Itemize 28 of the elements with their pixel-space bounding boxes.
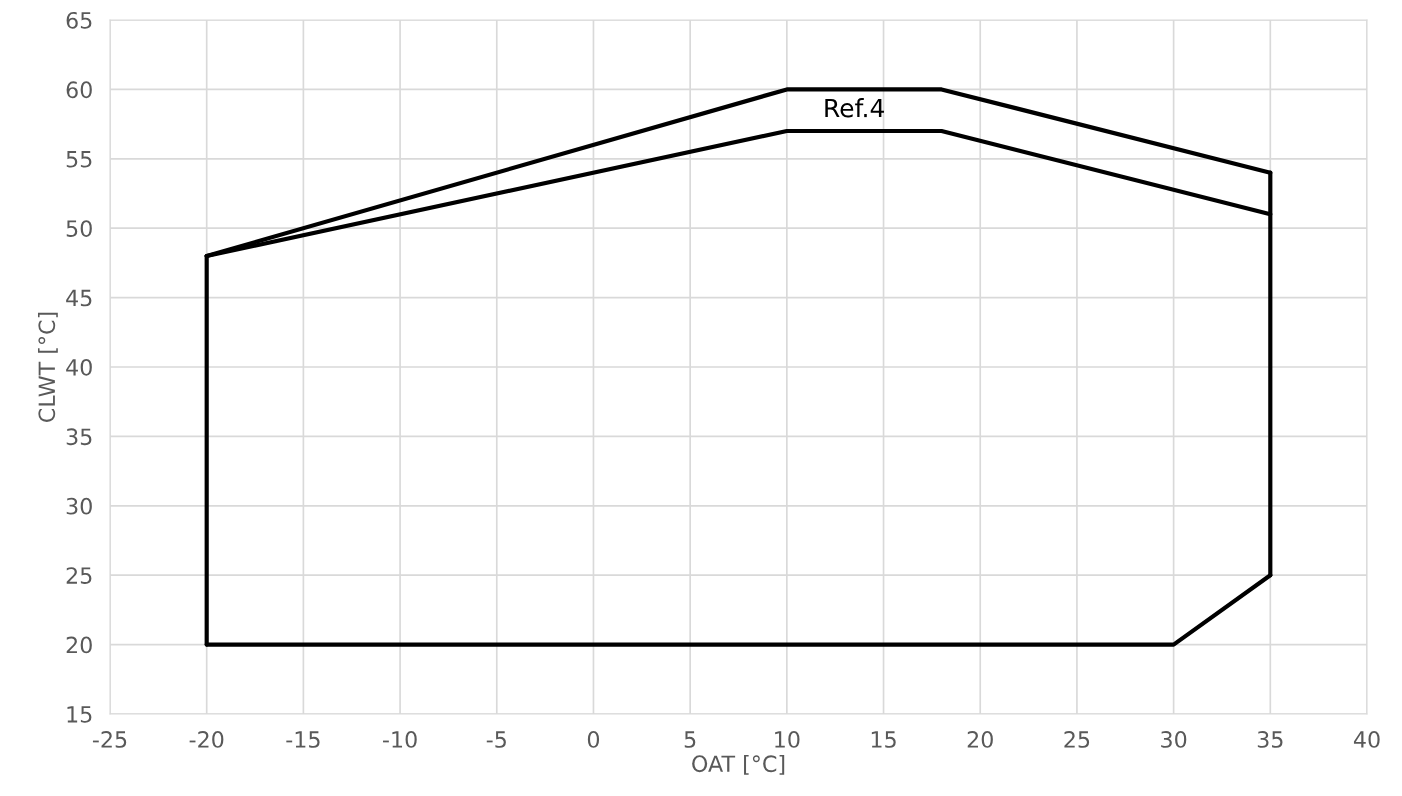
y-tick-label: 55 (66, 151, 92, 168)
x-tick-label: 10 (775, 731, 800, 748)
y-axis-title: CLWT [°C] (37, 312, 58, 422)
x-tick-label: 25 (1064, 731, 1090, 748)
y-tick-label: 45 (66, 289, 92, 307)
y-tick-label: 60 (66, 81, 92, 99)
y-tick-label: 15 (67, 706, 92, 723)
x-tick-label: -15 (286, 731, 320, 748)
x-tick-label: -20 (189, 731, 224, 748)
y-tick-label: 35 (66, 428, 92, 446)
y-tick-label: 20 (66, 636, 92, 654)
x-tick-label: 35 (1257, 731, 1283, 748)
x-tick-label: -25 (92, 731, 127, 748)
y-tick-label: 50 (66, 220, 92, 237)
x-axis-title: OAT [°C] (692, 754, 785, 775)
x-tick-label: -10 (383, 731, 417, 748)
x-tick-label: 20 (967, 731, 993, 748)
y-tick-label: 40 (66, 358, 92, 376)
y-tick-label: 30 (66, 497, 92, 515)
x-tick-label: 5 (684, 731, 696, 748)
x-tick-label: -5 (486, 731, 506, 748)
y-tick-label: 65 (66, 11, 92, 29)
annotation: Ref.4 (825, 98, 884, 118)
y-tick-label: 25 (66, 567, 92, 584)
x-tick-label: 30 (1161, 731, 1187, 748)
x-tick-label: 15 (871, 731, 896, 748)
x-tick-label: 0 (587, 731, 600, 748)
x-tick-label: 40 (1353, 731, 1380, 748)
